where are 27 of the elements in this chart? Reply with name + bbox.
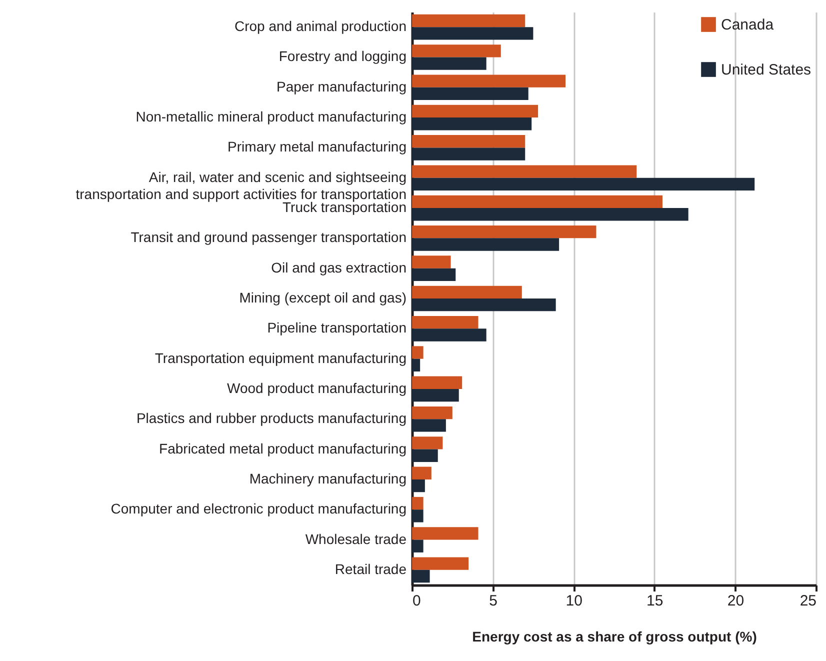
y-tick-label: Oil and gas extraction (271, 259, 406, 276)
x-tick-label: 5 (489, 592, 498, 610)
x-tick-label: 20 (727, 592, 744, 610)
y-tick-label: Wood product manufacturing (226, 380, 406, 396)
y-tick-label: Wholesale trade (305, 530, 407, 547)
y-tick-label: Plastics and rubber products manufacturing (136, 410, 406, 426)
x-tick-label: 10 (566, 592, 582, 610)
y-tick-label: Paper manufacturing (276, 78, 406, 94)
legend-label: Canada (721, 16, 774, 34)
y-tick-label: Mining (except oil and gas) (239, 290, 406, 306)
y-tick-label: Computer and electronic product manufacturing (110, 500, 406, 517)
y-tick-label: Transportation equipment manufacturing (154, 350, 406, 366)
x-tick-label: 25 (800, 592, 816, 610)
y-tick-label: Crop and animal production (234, 18, 406, 34)
y-tick-label: Retail trade (334, 560, 407, 577)
y-tick-label: Machinery manufacturing (249, 470, 406, 486)
x-tick-label: 15 (646, 592, 664, 610)
legend-label: United States (721, 62, 812, 78)
y-tick-label: Air, rail, water and scenic and sightseeing transportation and support activities for transportation (76, 168, 406, 202)
x-axis-title: Energy cost as a share of gross output (%) (472, 628, 757, 644)
y-tick-label: Primary metal manufacturing (228, 138, 406, 155)
y-tick-label: Transit and ground passenger transportation (130, 229, 406, 246)
y-tick-label: Fabricated metal product manufacturing (159, 440, 406, 456)
y-tick-label: Forestry and logging (278, 48, 406, 64)
y-tick-label: Pipeline transportation (267, 320, 406, 336)
y-tick-label: Non-metallic mineral product manufacturing (136, 108, 406, 125)
x-tick-label: 0 (412, 592, 421, 610)
